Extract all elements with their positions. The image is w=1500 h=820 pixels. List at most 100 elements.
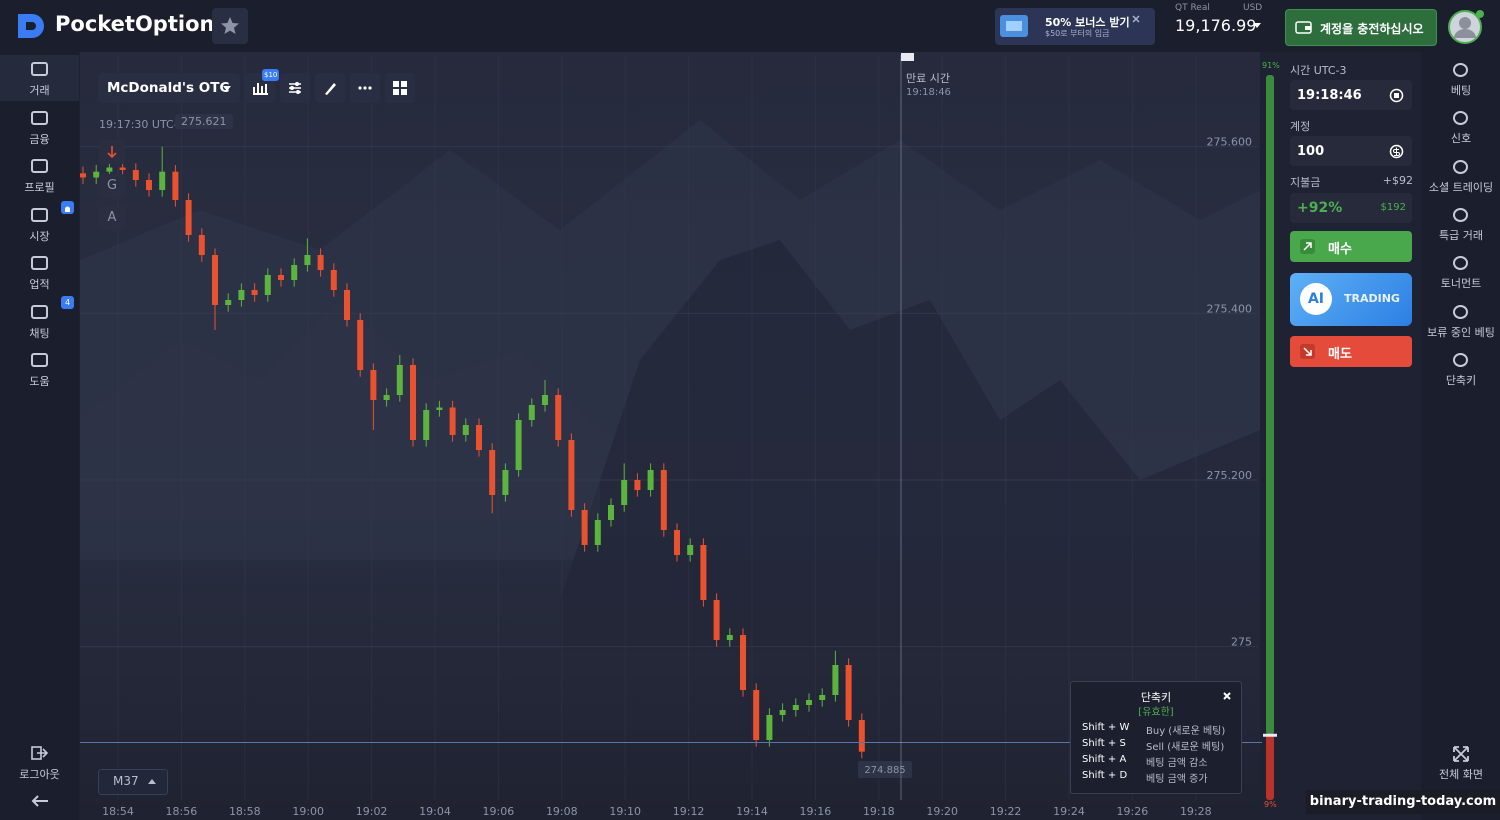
fullscreen-label[interactable]: 전체 화면 [1439, 768, 1483, 781]
right-nav-icon[interactable] [1453, 256, 1468, 271]
candle-body [198, 235, 205, 255]
balance[interactable]: 19,176.99 [1175, 16, 1257, 35]
nav-icon[interactable] [31, 256, 48, 270]
nav-icon[interactable] [31, 304, 48, 319]
right-nav-icon[interactable] [1453, 63, 1468, 77]
right-nav-label[interactable]: 베팅 [1450, 84, 1472, 97]
more-button[interactable] [350, 73, 380, 103]
nav-label[interactable]: 금융 [29, 132, 50, 146]
expiry-flag [901, 53, 914, 61]
y-tick-label: 275.200 [1207, 469, 1253, 482]
nav-icon[interactable] [31, 159, 48, 173]
time-label: 시간 UTC-3 [1290, 64, 1347, 77]
right-nav-label[interactable]: 보류 중인 베팅 [1427, 325, 1495, 339]
favorite-button[interactable] [212, 8, 248, 44]
shortcut-key: Shift + S [1082, 738, 1126, 749]
right-nav-label[interactable]: 신호 [1450, 132, 1472, 146]
promo-close[interactable] [1131, 14, 1141, 24]
candle-body [185, 200, 192, 235]
account-type: QT Real [1175, 3, 1210, 13]
nav-badge: 4 [61, 295, 74, 309]
layout-button[interactable] [385, 73, 415, 103]
sentiment-up-label: 91% [1262, 61, 1280, 70]
collapse-arrow[interactable] [30, 795, 50, 807]
nav-label[interactable]: 채팅 [29, 326, 50, 340]
nav-icon[interactable] [31, 207, 48, 222]
x-tick-label: 19:00 [292, 805, 324, 818]
candle-body [660, 470, 667, 530]
candle-body [819, 695, 826, 700]
right-nav-icon[interactable] [1453, 207, 1468, 222]
indicators-button[interactable] [280, 73, 310, 103]
candle-body [225, 300, 232, 305]
currency: USD [1243, 3, 1263, 13]
tool-button[interactable]: A [99, 206, 125, 230]
right-nav-label[interactable]: 토너먼트 [1440, 277, 1482, 291]
nav-label[interactable]: 프로필 [24, 181, 55, 194]
right-nav-icon[interactable] [1453, 352, 1468, 367]
fullscreen-icon[interactable] [1452, 745, 1470, 763]
nav-icon[interactable] [31, 110, 48, 125]
nav-label[interactable]: 시장 [29, 229, 50, 243]
logo-text[interactable]: PocketOption [55, 12, 215, 36]
right-nav-icon[interactable] [1453, 304, 1468, 319]
candle-body [726, 635, 733, 640]
time-input[interactable]: 19:18:46 [1290, 80, 1412, 110]
candle-body [581, 510, 588, 545]
nav-label[interactable]: 거래 [29, 84, 50, 97]
shortcut-action: Sell (새로운 베팅) [1146, 742, 1225, 753]
payout-total: $192 [1380, 202, 1406, 213]
nav-label[interactable]: 업적 [29, 278, 50, 291]
nav-label[interactable]: 도움 [29, 375, 50, 388]
candle-body [858, 720, 865, 752]
right-nav-icon[interactable] [1453, 159, 1468, 174]
candle-body [238, 290, 245, 300]
x-tick-label: 19:12 [673, 805, 705, 818]
candle-body [832, 665, 839, 695]
nav-icon[interactable] [31, 353, 48, 367]
sell-button[interactable]: 매도 [1290, 336, 1412, 367]
candle-body [753, 690, 760, 740]
y-tick-label: 275.400 [1207, 302, 1253, 315]
x-tick-label: 19:28 [1180, 805, 1212, 818]
ai-trading-button[interactable]: AI TRADING [1290, 273, 1412, 326]
x-tick-label: 19:26 [1117, 805, 1149, 818]
ai-badge: AI [1300, 283, 1332, 315]
notification-badge [61, 201, 74, 214]
current-price-label: 274.885 [864, 765, 905, 776]
promo-banner[interactable]: 50% 보너스 받기 $50로 부터의 입금 [995, 8, 1155, 45]
candle-body [370, 370, 377, 400]
x-tick-label: 19:02 [356, 805, 388, 818]
candle-body [489, 450, 496, 495]
right-nav-label[interactable]: 특급 거래 [1439, 228, 1483, 242]
drawing-button[interactable] [315, 73, 345, 103]
candle-body [172, 171, 179, 200]
candle-body [146, 180, 152, 190]
candle-body [423, 410, 430, 440]
right-nav-icon[interactable] [1453, 111, 1468, 126]
avatar[interactable] [1447, 8, 1487, 46]
candle-body [212, 255, 218, 305]
nav-icon[interactable] [31, 62, 48, 76]
candle-body [621, 480, 628, 505]
logout-icon[interactable] [31, 745, 49, 761]
tool-arrow[interactable] [99, 140, 125, 164]
buy-label: 매수 [1328, 242, 1352, 257]
buy-button[interactable]: 매수 [1290, 231, 1412, 262]
timeframe-selector[interactable]: M37 [98, 769, 168, 795]
shortcuts-close[interactable] [1222, 691, 1232, 701]
logout-label[interactable]: 로그아웃 [19, 768, 60, 781]
candle-body [528, 405, 535, 420]
asset-selector[interactable]: McDonald's OTC [98, 73, 240, 103]
left-sidebar [0, 52, 79, 820]
right-nav-label[interactable]: 단축키 [1445, 373, 1477, 387]
candle-body [476, 425, 482, 450]
deposit-button[interactable]: 계정을 충전하십시오 [1285, 9, 1437, 46]
x-tick-label: 18:56 [166, 805, 198, 818]
right-nav-label[interactable]: 소셜 트레이딩 [1428, 180, 1494, 194]
candle-body [383, 395, 390, 400]
tool-button[interactable]: G [99, 174, 125, 198]
last-price: 275.621 [175, 114, 233, 129]
amount-input[interactable]: 100 [1290, 136, 1412, 166]
balance-caret[interactable] [1252, 22, 1262, 30]
